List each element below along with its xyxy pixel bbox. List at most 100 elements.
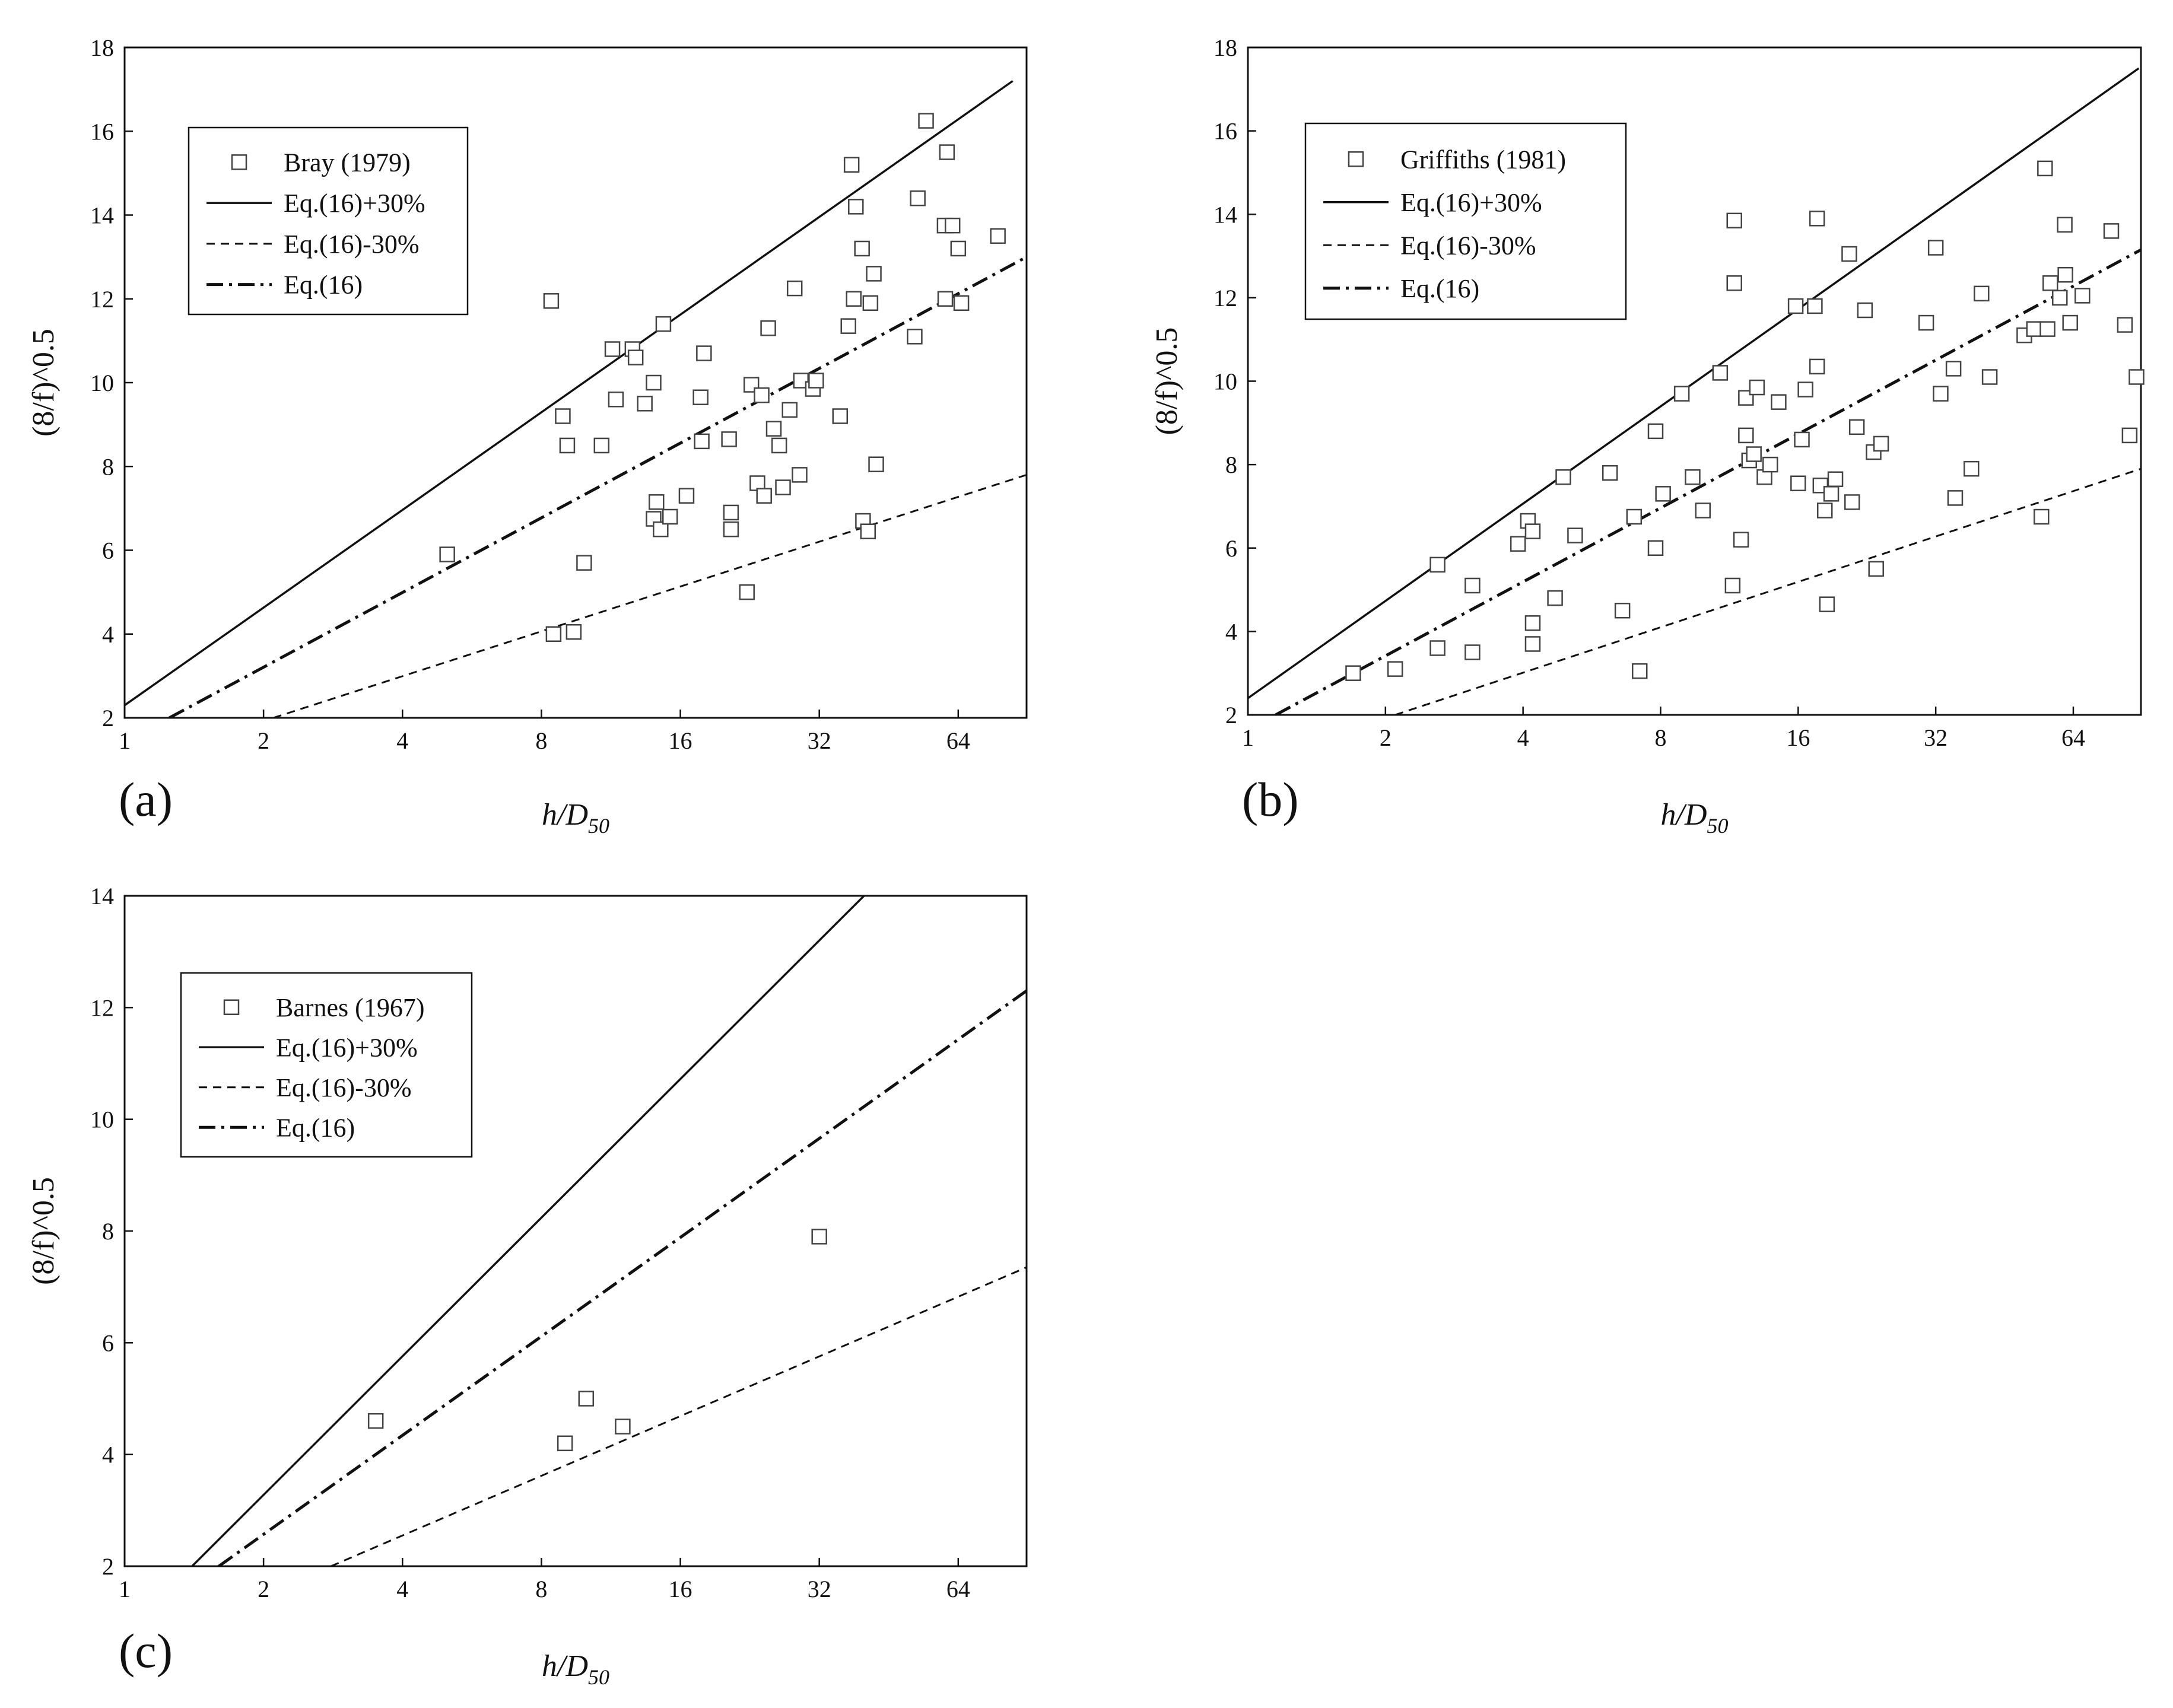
data-point bbox=[655, 316, 672, 332]
y-tick-label: 10 bbox=[1213, 368, 1237, 395]
data-point bbox=[1626, 508, 1643, 525]
data-point bbox=[2052, 290, 2068, 306]
line-dashdot bbox=[218, 990, 1027, 1566]
data-point bbox=[918, 113, 934, 129]
data-point bbox=[367, 1413, 384, 1429]
data-point bbox=[786, 280, 803, 297]
data-point bbox=[765, 421, 782, 437]
data-point bbox=[2039, 321, 2056, 337]
line-solid bbox=[1248, 67, 2140, 699]
data-point bbox=[846, 291, 862, 307]
y-tick-label: 18 bbox=[1213, 34, 1237, 61]
data-point bbox=[1567, 527, 1583, 543]
x-axis-label: h/D50 bbox=[542, 798, 609, 838]
data-point bbox=[1790, 475, 1806, 492]
scatter-points bbox=[367, 1229, 827, 1452]
data-point bbox=[1464, 577, 1481, 594]
data-point bbox=[781, 402, 798, 418]
chart-panel-3: 1 2 4 8 16 32 642468101214h/D50(8/f)^0.5(c)Bar… bbox=[27, 883, 1028, 1689]
data-point bbox=[910, 190, 926, 206]
y-tick-label: 2 bbox=[102, 705, 114, 731]
data-point bbox=[1695, 502, 1711, 519]
scatter-points bbox=[1345, 160, 2145, 681]
data-point bbox=[692, 389, 709, 405]
data-point bbox=[696, 345, 712, 361]
data-point bbox=[1738, 427, 1754, 444]
data-point bbox=[1868, 561, 1884, 577]
x-tick-label: 4 bbox=[1517, 724, 1529, 751]
scatter-points bbox=[439, 113, 1006, 642]
data-point bbox=[545, 626, 562, 642]
chart-panel-2: 1 2 4 8 16 32 6424681012141618h/D50(8/f)^0.5(b… bbox=[1150, 34, 2145, 838]
x-axis-label: h/D50 bbox=[542, 1649, 609, 1689]
data-point bbox=[1464, 644, 1481, 660]
legend-label: Bray (1979) bbox=[284, 148, 411, 177]
data-point bbox=[555, 408, 571, 424]
data-point bbox=[739, 584, 755, 600]
legend-marker bbox=[1348, 151, 1364, 167]
y-tick-label: 14 bbox=[90, 883, 114, 909]
data-point bbox=[1726, 275, 1743, 291]
x-tick-label: 16 bbox=[669, 1576, 692, 1602]
y-tick-label: 8 bbox=[102, 453, 114, 480]
data-point bbox=[559, 437, 576, 454]
y-tick-label: 10 bbox=[90, 370, 114, 396]
data-point bbox=[1797, 381, 1813, 397]
data-point bbox=[953, 295, 970, 311]
data-point bbox=[1873, 435, 1889, 452]
legend-label: Eq.(16)-30% bbox=[284, 230, 420, 259]
data-point bbox=[1844, 494, 1860, 510]
x-tick-label: 4 bbox=[396, 1576, 408, 1602]
data-point bbox=[1510, 536, 1526, 552]
data-point bbox=[593, 437, 610, 454]
data-point bbox=[2057, 217, 2073, 233]
data-point bbox=[1602, 465, 1618, 481]
data-point bbox=[756, 488, 772, 504]
data-point bbox=[862, 295, 879, 311]
x-tick-label: 2 bbox=[1380, 724, 1392, 751]
data-point bbox=[1749, 379, 1765, 396]
data-point bbox=[1809, 358, 1825, 375]
data-point bbox=[1933, 386, 1949, 402]
data-point bbox=[2121, 427, 2138, 444]
panel-tag: (a) bbox=[119, 772, 173, 826]
data-point bbox=[1712, 365, 1729, 381]
data-point bbox=[775, 479, 791, 495]
data-point bbox=[840, 318, 856, 334]
x-tick-label: 32 bbox=[808, 1576, 831, 1602]
data-point bbox=[2128, 369, 2145, 385]
x-tick-label: 8 bbox=[535, 1576, 547, 1602]
data-point bbox=[576, 555, 592, 571]
data-point bbox=[578, 1391, 595, 1407]
x-tick-label: 8 bbox=[535, 727, 547, 754]
data-point bbox=[694, 433, 710, 450]
x-tick-label: 8 bbox=[1654, 724, 1666, 751]
x-tick-label: 32 bbox=[808, 727, 831, 754]
data-point bbox=[1841, 246, 1857, 262]
x-axis-label: h/D50 bbox=[1661, 798, 1729, 838]
data-point bbox=[1555, 469, 1571, 485]
line-solid bbox=[191, 896, 865, 1566]
y-tick-label: 4 bbox=[102, 1442, 114, 1468]
y-tick-label: 6 bbox=[102, 1329, 114, 1356]
data-point bbox=[1927, 240, 1944, 256]
reference-lines bbox=[125, 80, 1027, 718]
x-tick-label: 2 bbox=[258, 1576, 269, 1602]
data-point bbox=[1918, 314, 1934, 331]
data-point bbox=[1524, 636, 1541, 652]
legend-label: Eq.(16)+30% bbox=[276, 1033, 418, 1062]
data-point bbox=[944, 217, 961, 234]
x-tick-label: 64 bbox=[946, 1576, 970, 1602]
data-point bbox=[1807, 298, 1823, 314]
data-point bbox=[1787, 298, 1804, 314]
data-point bbox=[1345, 665, 1361, 681]
panel-tag: (b) bbox=[1242, 772, 1299, 826]
data-point bbox=[608, 392, 624, 408]
data-point bbox=[1816, 502, 1833, 519]
x-tick-label: 64 bbox=[946, 727, 970, 754]
x-tick-label: 4 bbox=[396, 727, 408, 754]
line-solid bbox=[125, 80, 1014, 707]
data-point bbox=[990, 228, 1006, 244]
data-point bbox=[1947, 490, 1964, 506]
